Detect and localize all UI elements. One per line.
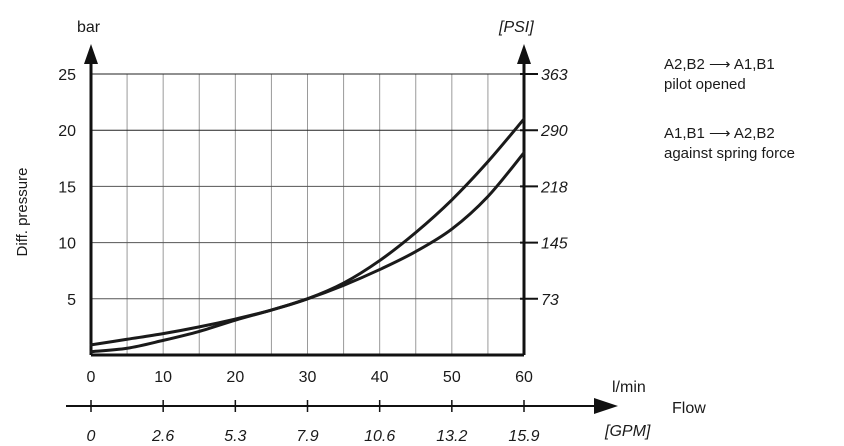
legend: A2,B2 ⟶ A1,B1 pilot opened A1,B1 ⟶ A2,B2… — [664, 56, 795, 162]
y-tick-label-secondary: 73 — [541, 292, 559, 309]
x-tick-label-secondary: 5.3 — [224, 428, 246, 445]
x-tick-label: 60 — [515, 369, 533, 386]
x-tick-label: 0 — [87, 369, 96, 386]
y-axis-title: Diff. pressure — [14, 168, 31, 257]
x-tick-label: 40 — [371, 369, 389, 386]
series-line-2 — [89, 151, 526, 347]
x-axis-title: Flow — [672, 400, 706, 417]
x-axis-secondary-arrow — [594, 398, 618, 414]
y-unit-label: bar — [77, 19, 101, 36]
y-tick-label-secondary: 290 — [540, 123, 568, 140]
y-tick-label: 5 — [67, 292, 76, 309]
x-tick-label-secondary: 15.9 — [508, 428, 539, 445]
axes — [66, 44, 618, 414]
legend-entry-1-line1: A2,B2 ⟶ A1,B1 — [664, 56, 775, 73]
y-unit-secondary-label: [PSI] — [498, 19, 534, 36]
y-tick-label: 15 — [58, 179, 76, 196]
x-tick-label: 20 — [226, 369, 244, 386]
y-tick-label-secondary: 363 — [541, 67, 568, 84]
y-tick-label: 25 — [58, 67, 76, 84]
labels-group: 0 2.6 5.3 7.9 10.6 13.2 15.9 0 10 20 30 40 50 60 5 10 15… — [58, 67, 568, 445]
y-axis-left-arrow — [84, 44, 98, 64]
x-tick-label-secondary: 10.6 — [364, 428, 395, 445]
legend-entry-2-line2: against spring force — [664, 145, 795, 162]
x-unit-label: l/min — [612, 379, 646, 396]
legend-entry-1-line2: pilot opened — [664, 76, 746, 93]
series-group — [89, 117, 526, 354]
x-tick-label: 30 — [299, 369, 317, 386]
legend-entry-2-line1: A1,B1 ⟶ A2,B2 — [664, 125, 775, 142]
x-tick-label-secondary: 2.6 — [151, 428, 174, 445]
y-axis-right-arrow — [517, 44, 531, 64]
x-tick-label-secondary: 0 — [87, 428, 96, 445]
grid — [91, 73, 524, 355]
y-tick-label: 20 — [58, 123, 76, 140]
y-tick-label-secondary: 218 — [540, 179, 568, 196]
y-tick-label: 10 — [58, 236, 76, 253]
x-tick-label-secondary: 13.2 — [436, 428, 467, 445]
x-tick-label: 50 — [443, 369, 461, 386]
x-tick-label-secondary: 7.9 — [296, 428, 318, 445]
x-unit-secondary-label: [GPM] — [604, 423, 651, 440]
x-tick-label: 10 — [154, 369, 172, 386]
y-tick-label-secondary: 145 — [541, 236, 568, 253]
